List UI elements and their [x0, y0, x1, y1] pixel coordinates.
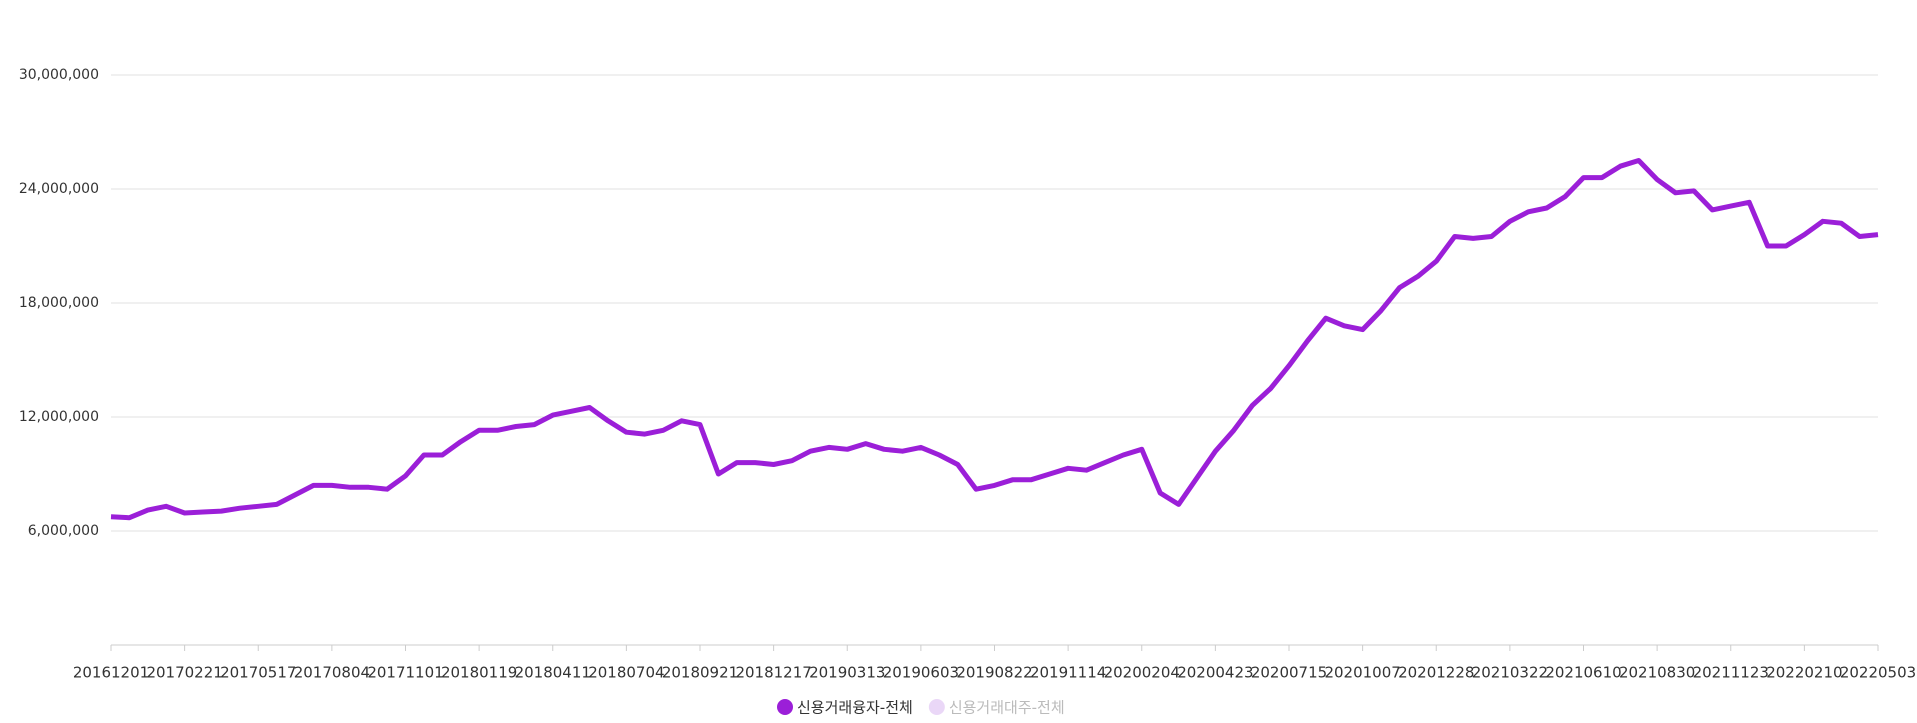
y-tick-label: 12,000,000 — [19, 409, 99, 425]
x-tick-label: 20170804 — [294, 664, 370, 682]
y-tick-label: 24,000,000 — [19, 181, 99, 197]
x-tick-label: 20211123 — [1693, 664, 1769, 682]
series-line — [110, 158, 1879, 521]
x-tick-label: 20200715 — [1251, 664, 1327, 682]
legend-label[interactable]: 신용거래융자-전체 — [797, 699, 913, 717]
legend-marker[interactable] — [928, 699, 945, 715]
legend-label[interactable]: 신용거래대주-전체 — [949, 699, 1065, 717]
x-tick-label: 20180921 — [662, 664, 738, 682]
x-tick-label: 20171101 — [367, 664, 443, 682]
y-tick-label: 6,000,000 — [28, 523, 99, 539]
y-tick-label: 30,000,000 — [19, 67, 99, 83]
x-tick-label: 20201228 — [1398, 664, 1474, 682]
x-tick-label: 20220210 — [1766, 664, 1842, 682]
legend-marker[interactable] — [777, 699, 793, 715]
x-tick-label: 20200204 — [1104, 664, 1180, 682]
x-tick-label: 20190313 — [809, 664, 885, 682]
x-tick-label: 20161201 — [73, 664, 149, 682]
x-tick-label: 20191114 — [1030, 664, 1106, 682]
y-tick-label: 18,000,000 — [19, 295, 99, 311]
x-tick-label: 20190822 — [956, 664, 1032, 682]
x-tick-label: 20180411 — [515, 664, 591, 682]
x-tick-label: 20190603 — [883, 664, 959, 682]
x-tick-label: 20180119 — [441, 664, 517, 682]
x-tick-label: 20170221 — [146, 664, 222, 682]
x-tick-label: 20220503 — [1840, 664, 1916, 682]
x-tick-label: 20181217 — [735, 664, 811, 682]
x-tick-label: 20210830 — [1619, 664, 1695, 682]
x-tick-label: 20210322 — [1472, 664, 1548, 682]
x-tick-label: 20180704 — [588, 664, 664, 682]
x-tick-label: 20200423 — [1177, 664, 1253, 682]
x-tick-label: 20210610 — [1545, 664, 1621, 682]
x-tick-label: 20201007 — [1324, 664, 1400, 682]
x-tick-label: 20170517 — [220, 664, 296, 682]
